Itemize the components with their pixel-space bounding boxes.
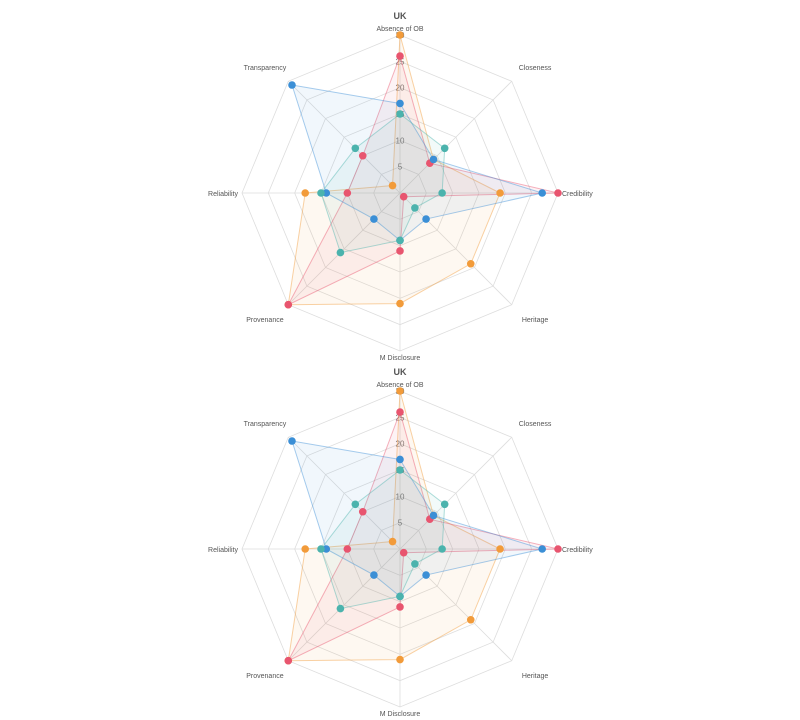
data-point: [396, 387, 404, 395]
data-point: [396, 52, 404, 60]
radar-chart: UK51015202530Absence of OBClosenessCredi…: [208, 367, 593, 718]
data-point: [358, 507, 367, 516]
axis-label: Credibility: [562, 547, 593, 554]
data-point: [429, 511, 438, 520]
data-point: [422, 215, 430, 223]
data-point: [396, 99, 404, 108]
data-point: [336, 248, 345, 257]
data-point: [288, 437, 296, 445]
data-point: [411, 560, 419, 568]
axis-label: Provenance: [246, 673, 283, 680]
radar-chart: UK51015202530Absence of OBClosenessCredi…: [208, 11, 593, 362]
data-point: [301, 545, 310, 553]
data-point: [466, 615, 475, 624]
data-point: [388, 537, 397, 546]
data-point: [496, 545, 504, 553]
data-point: [429, 155, 438, 164]
data-point: [396, 455, 404, 464]
data-point: [538, 545, 546, 553]
axis-label: Absence of OB: [376, 382, 423, 389]
data-point: [351, 144, 360, 153]
data-point: [538, 189, 546, 197]
axis-label: Transparency: [244, 421, 287, 428]
data-point: [396, 592, 404, 601]
data-point: [388, 181, 397, 190]
tick-label: 25: [396, 57, 405, 66]
data-point: [440, 144, 449, 153]
data-point: [411, 204, 419, 212]
data-point: [288, 81, 296, 89]
data-point: [343, 545, 352, 553]
axis-label: Reliability: [208, 547, 238, 554]
data-point: [399, 548, 408, 557]
data-point: [466, 259, 475, 268]
data-point: [317, 545, 325, 553]
axis-label: Heritage: [522, 673, 549, 680]
data-point: [358, 151, 367, 160]
data-point: [438, 545, 446, 553]
angle-line: [287, 192, 401, 306]
axis-label: Reliability: [208, 191, 238, 198]
data-point: [370, 571, 378, 579]
data-point: [496, 189, 504, 197]
axis-label: Closeness: [519, 421, 552, 428]
data-point: [396, 466, 404, 474]
tick-label: 10: [396, 136, 405, 145]
axis-label: Absence of OB: [376, 26, 423, 33]
data-point: [396, 603, 404, 611]
data-point: [554, 189, 562, 197]
data-point: [396, 110, 404, 118]
data-point: [399, 192, 408, 201]
data-point: [343, 189, 352, 197]
angle-line: [399, 192, 513, 306]
data-point: [554, 545, 562, 553]
axis-label: Credibility: [562, 191, 593, 198]
data-point: [336, 604, 345, 613]
axis-label: M Disclosure: [380, 355, 421, 362]
data-point: [322, 189, 331, 197]
data-point: [370, 215, 378, 223]
axis-label: Closeness: [519, 65, 552, 72]
angle-line: [399, 80, 513, 194]
data-point: [422, 571, 430, 579]
data-point: [351, 500, 360, 509]
tick-label: 20: [396, 440, 405, 449]
data-point: [396, 31, 404, 39]
angle-line: [287, 80, 401, 194]
tick-label: 25: [396, 413, 405, 422]
data-point: [396, 247, 404, 255]
data-point: [284, 300, 293, 309]
chart-title: UK: [394, 11, 407, 21]
data-point: [396, 236, 404, 245]
tick-label: 20: [396, 84, 405, 93]
data-point: [396, 408, 404, 416]
data-point: [317, 189, 325, 197]
data-point: [284, 656, 293, 665]
axis-label: Provenance: [246, 317, 283, 324]
axis-label: M Disclosure: [380, 711, 421, 718]
data-point: [440, 500, 449, 509]
data-point: [396, 655, 404, 664]
axis-label: Transparency: [244, 65, 287, 72]
axis-label: Heritage: [522, 317, 549, 324]
chart-title: UK: [394, 367, 407, 377]
data-point: [396, 299, 404, 308]
tick-label: 5: [398, 163, 403, 172]
data-point: [438, 189, 446, 197]
data-point: [301, 189, 310, 197]
